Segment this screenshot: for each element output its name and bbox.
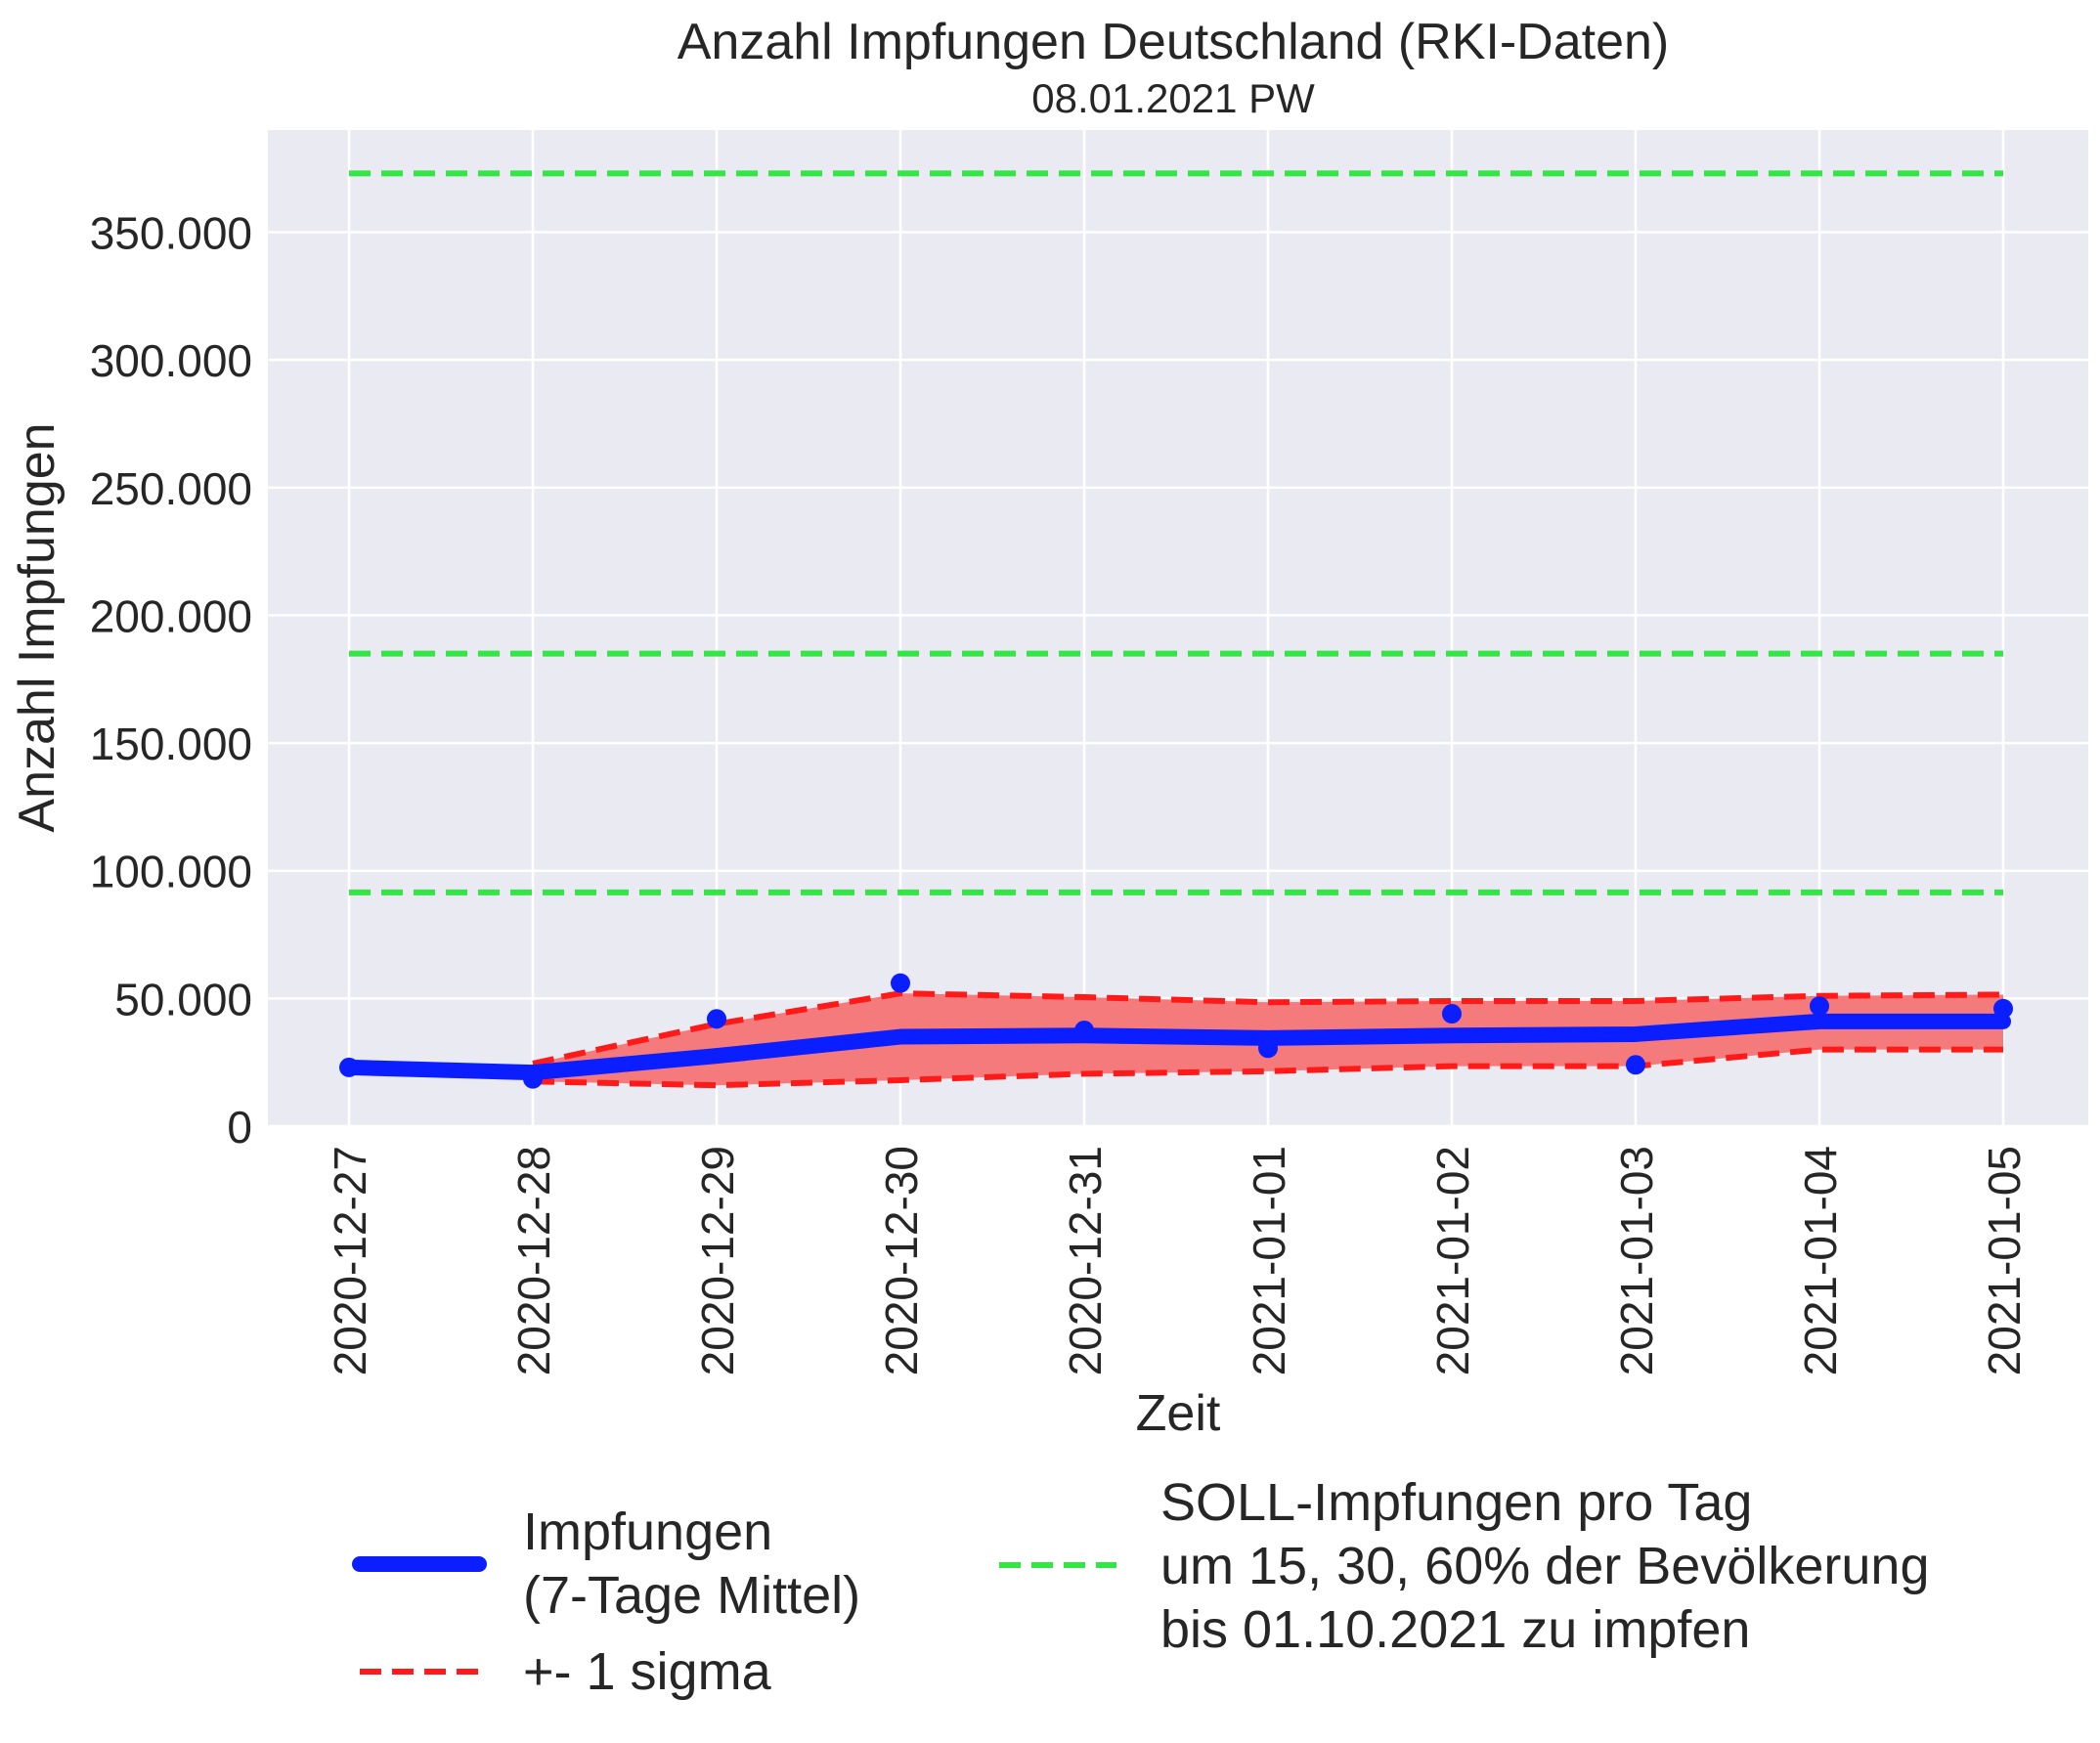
mean-series-line [341, 1013, 2011, 1081]
y-tick-label: 300.000 [90, 335, 252, 386]
y-tick-label: 350.000 [90, 208, 252, 259]
y-tick-label: 150.000 [90, 719, 252, 769]
legend-mean-line-1: Impfungen [523, 1503, 772, 1561]
x-tick-label: 2020-12-31 [1060, 1146, 1111, 1375]
daily-points [339, 973, 2013, 1089]
y-tick-label: 50.000 [114, 974, 252, 1024]
legend: Impfungen (7-Tage Mittel) +- 1 sigma SOL… [352, 1473, 1945, 1701]
daily-point [339, 1057, 359, 1077]
daily-point [1810, 996, 1829, 1017]
x-tick-label: 2021-01-04 [1795, 1146, 1846, 1375]
daily-point [523, 1068, 543, 1089]
y-tick-label: 250.000 [90, 463, 252, 514]
x-tick-label: 2021-01-02 [1427, 1146, 1478, 1375]
chart-title: Anzahl Impfungen Deutschland (RKI-Daten) [678, 14, 1670, 70]
grid [268, 130, 2088, 1128]
legend-soll-line-3: bis 01.10.2021 zu impfen [1160, 1600, 1750, 1659]
x-axis-label: Zeit [1136, 1385, 1221, 1442]
y-tick-label: 100.000 [90, 847, 252, 897]
x-tick-label: 2020-12-27 [325, 1146, 375, 1375]
x-axis-ticks: 2020-12-27 2020-12-28 2020-12-29 2020-12-30… [325, 1146, 2030, 1375]
x-tick-label: 2021-01-03 [1611, 1146, 1662, 1375]
x-tick-label: 2020-12-28 [508, 1146, 559, 1375]
y-axis-ticks: 0 50.000 100.000 150.000 200.000 250.000 300.0… [90, 208, 252, 1153]
daily-point [1993, 998, 2013, 1019]
x-tick-label: 2021-01-01 [1244, 1146, 1294, 1375]
daily-point [707, 1009, 726, 1029]
legend-mean-line-2: (7-Tage Mittel) [523, 1566, 860, 1625]
daily-point [1074, 1021, 1094, 1041]
legend-sigma-label: +- 1 sigma [523, 1642, 772, 1701]
y-tick-label: 200.000 [90, 590, 252, 641]
x-tick-label: 2020-12-30 [876, 1146, 927, 1375]
mean-line [341, 1013, 2011, 1081]
chart-subtitle: 08.01.2021 PW [1031, 75, 1315, 121]
legend-soll-line-2: um 15, 30, 60% der Bevölkerung [1160, 1537, 1929, 1595]
legend-soll-line-1: SOLL-Impfungen pro Tag [1160, 1473, 1752, 1532]
legend-soll-label: SOLL-Impfungen pro Tag um 15, 30, 60% de… [1160, 1473, 1945, 1659]
daily-point [891, 973, 910, 993]
x-tick-label: 2021-01-05 [1979, 1146, 2030, 1375]
legend-mean-label: Impfungen (7-Tage Mittel) [523, 1503, 860, 1625]
plot-area [268, 130, 2088, 1126]
sigma-lower-line [532, 1046, 2003, 1089]
sigma-upper-line [532, 990, 2004, 1067]
soll-lines [349, 170, 2003, 895]
y-tick-label: 0 [227, 1102, 252, 1153]
daily-point [1442, 1004, 1462, 1024]
daily-point [1626, 1055, 1645, 1075]
x-tick-label: 2020-12-29 [692, 1146, 743, 1375]
y-axis-label: Anzahl Impfungen [9, 422, 66, 832]
daily-point [1258, 1038, 1278, 1059]
